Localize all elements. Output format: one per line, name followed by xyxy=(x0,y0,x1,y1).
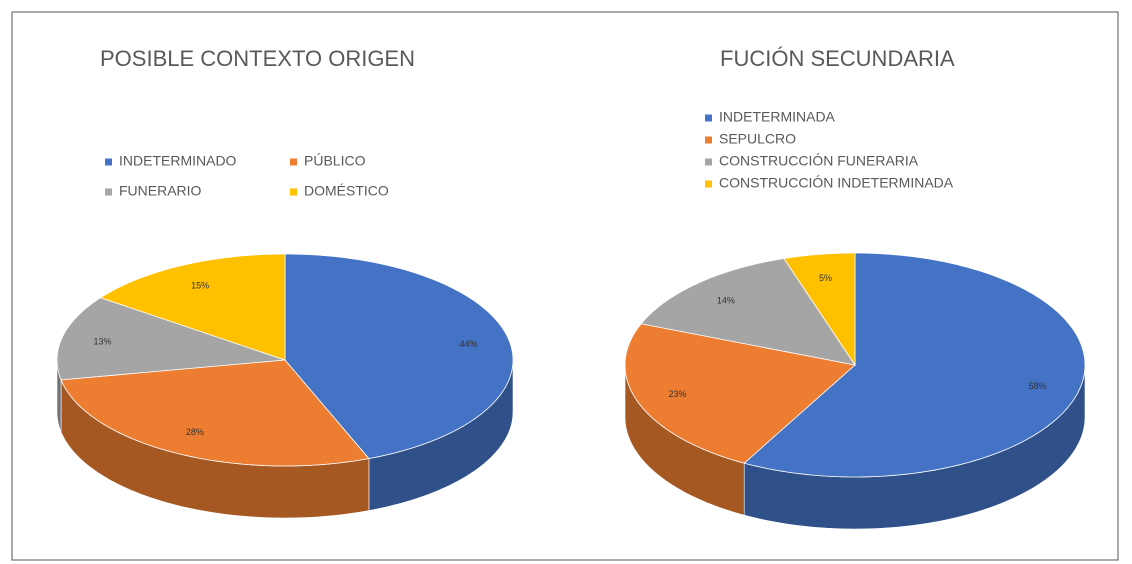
slice xyxy=(783,252,856,367)
legend-swatch xyxy=(705,158,712,166)
chart-title: POSIBLE CONTEXTO ORIGEN xyxy=(100,46,415,71)
data-label: 13% xyxy=(94,336,112,346)
chart-title: FUCIÓN SECUNDARIA xyxy=(720,46,955,71)
slice xyxy=(743,252,1086,478)
legend-label: SEPULCRO xyxy=(719,131,796,147)
data-label: 5% xyxy=(819,273,832,283)
legend-label: PÚBLICO xyxy=(304,153,366,169)
slice xyxy=(624,323,856,464)
legend-label: FUNERARIO xyxy=(119,183,202,199)
data-label: 14% xyxy=(717,296,735,306)
slice xyxy=(56,297,286,381)
legend-swatch xyxy=(705,136,712,144)
legend-swatch xyxy=(290,188,297,196)
legend-swatch xyxy=(105,158,112,166)
slice xyxy=(284,253,514,459)
data-label: 58% xyxy=(1029,381,1047,391)
legend-label: INDETERMINADA xyxy=(719,109,836,125)
legend-label: INDETERMINADO xyxy=(119,153,237,169)
data-label: 23% xyxy=(669,389,687,399)
data-label: 15% xyxy=(191,281,209,291)
data-label: 28% xyxy=(186,427,204,437)
legend-label: DOMÉSTICO xyxy=(304,183,389,199)
legend-swatch xyxy=(105,188,112,196)
slice xyxy=(60,359,370,467)
slice xyxy=(99,253,286,361)
legend-swatch xyxy=(705,180,712,188)
legend-label: CONSTRUCCIÓN INDETERMINADA xyxy=(719,175,954,191)
legend-label: CONSTRUCCIÓN FUNERARIA xyxy=(719,153,919,169)
legend-swatch xyxy=(290,158,297,166)
legend-swatch xyxy=(705,114,712,122)
data-label: 44% xyxy=(460,339,478,349)
